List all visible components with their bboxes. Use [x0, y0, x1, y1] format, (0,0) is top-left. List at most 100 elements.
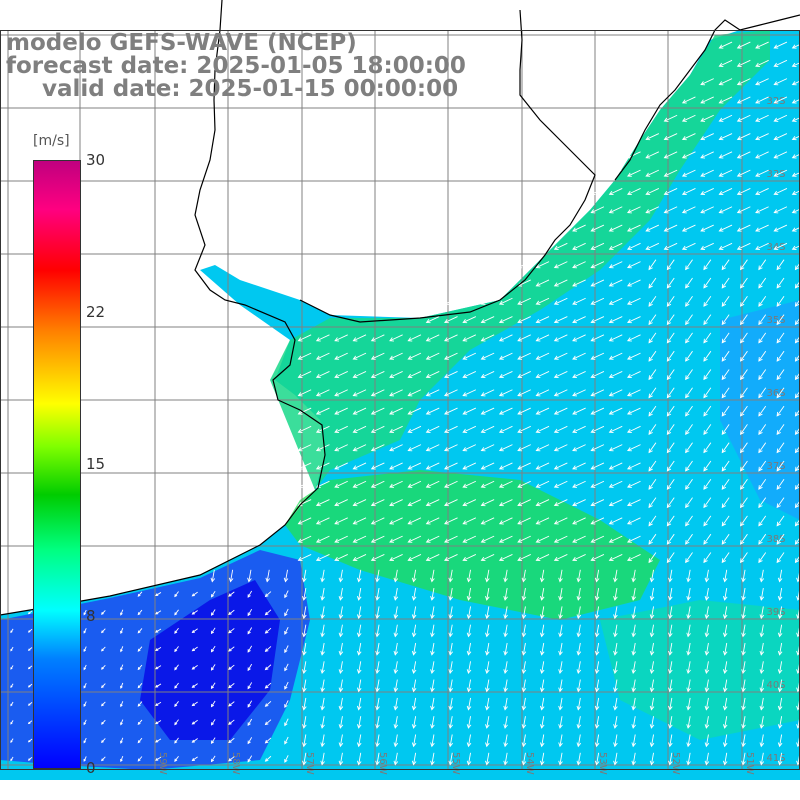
wind-arrow-icon	[681, 224, 696, 232]
wind-arrow-icon	[648, 259, 657, 271]
wind-arrow-icon	[480, 444, 495, 452]
wind-arrow-icon	[498, 352, 513, 360]
wind-arrow-icon	[370, 517, 385, 525]
wind-arrow-icon	[758, 424, 767, 435]
wind-arrow-icon	[740, 552, 748, 564]
wind-arrow-icon	[572, 407, 586, 415]
wind-arrow-icon	[649, 734, 655, 748]
wind-arrow-icon	[370, 407, 385, 415]
wind-arrow-icon	[759, 569, 765, 583]
wind-arrow-icon	[740, 332, 748, 344]
wind-arrow-icon	[553, 261, 568, 269]
wind-arrow-icon	[462, 371, 477, 379]
wind-arrow-icon	[759, 752, 765, 766]
wind-arrow-icon	[297, 389, 312, 397]
wind-arrow-icon	[302, 588, 307, 601]
wind-arrow-icon	[191, 646, 198, 652]
wind-arrow-icon	[407, 444, 422, 452]
wind-arrow-icon	[425, 297, 440, 305]
wind-arrow-icon	[590, 389, 605, 397]
wind-arrow-icon	[503, 569, 508, 583]
wind-arrow-icon	[685, 479, 693, 490]
wind-arrow-icon	[27, 720, 33, 725]
wind-arrow-icon	[686, 569, 691, 583]
wind-arrow-icon	[627, 389, 641, 397]
wind-arrow-icon	[704, 752, 710, 766]
wind-arrow-icon	[120, 627, 124, 635]
wind-arrow-icon	[721, 442, 730, 454]
wind-arrow-icon	[558, 569, 563, 583]
wind-arrow-icon	[631, 569, 637, 583]
wind-arrow-icon	[334, 517, 348, 525]
wind-arrow-icon	[264, 664, 272, 671]
wind-arrow-icon	[686, 606, 691, 620]
wind-arrow-icon	[466, 588, 472, 601]
wind-arrow-icon	[334, 425, 348, 433]
wind-arrow-icon	[791, 190, 800, 196]
wind-arrow-icon	[210, 569, 216, 583]
lat-label: 36S	[766, 388, 785, 399]
wind-arrow-icon	[736, 188, 751, 196]
wind-arrow-icon	[411, 624, 417, 638]
wind-arrow-icon	[407, 389, 422, 397]
wind-arrow-icon	[794, 280, 800, 289]
wind-arrow-icon	[718, 206, 733, 214]
wind-arrow-icon	[302, 606, 307, 620]
wind-arrow-icon	[627, 352, 641, 360]
wind-arrow-icon	[755, 114, 769, 122]
wind-arrow-icon	[375, 661, 380, 675]
wind-arrow-icon	[590, 297, 605, 305]
wind-arrow-icon	[498, 407, 513, 415]
wind-arrow-icon	[703, 259, 712, 271]
wind-arrow-icon	[613, 642, 618, 656]
wind-arrow-icon	[320, 588, 325, 601]
wind-arrow-icon	[407, 334, 422, 342]
wind-arrow-icon	[411, 642, 417, 656]
wind-arrow-icon	[649, 716, 655, 729]
wind-arrow-icon	[411, 588, 417, 601]
wind-arrow-icon	[558, 588, 563, 601]
wind-arrow-icon	[120, 609, 124, 616]
wind-arrow-icon	[608, 371, 623, 379]
wind-arrow-icon	[521, 679, 527, 693]
wind-arrow-icon	[393, 606, 399, 620]
wind-arrow-icon	[503, 697, 508, 711]
wind-arrow-icon	[247, 700, 253, 708]
wind-arrow-icon	[666, 479, 675, 490]
wind-arrow-icon	[393, 697, 399, 711]
wind-arrow-icon	[521, 642, 527, 656]
wind-arrow-icon	[703, 479, 712, 490]
wind-arrow-icon	[462, 316, 477, 324]
wind-arrow-icon	[174, 609, 179, 616]
wind-arrow-icon	[700, 188, 714, 196]
wind-arrow-icon	[334, 407, 348, 415]
wind-arrow-icon	[759, 606, 765, 620]
wind-arrow-icon	[485, 716, 490, 729]
wind-arrow-icon	[594, 752, 600, 766]
wind-arrow-icon	[722, 697, 728, 711]
wind-arrow-icon	[120, 755, 124, 763]
wind-arrow-icon	[407, 499, 422, 507]
wind-arrow-icon	[174, 664, 179, 671]
wind-arrow-icon	[155, 701, 162, 706]
wind-arrow-icon	[517, 316, 531, 324]
wind-arrow-icon	[686, 661, 691, 675]
wind-arrow-icon	[718, 133, 733, 141]
wind-arrow-icon	[627, 517, 641, 525]
wind-arrow-icon	[608, 535, 623, 543]
wind-arrow-icon	[444, 334, 458, 342]
wind-arrow-icon	[498, 517, 513, 525]
wind-arrow-icon	[758, 552, 767, 564]
wind-arrow-icon	[334, 554, 348, 562]
wind-arrow-icon	[572, 334, 586, 342]
wind-arrow-icon	[718, 188, 733, 196]
wind-arrow-icon	[535, 480, 550, 488]
wind-arrow-icon	[389, 334, 403, 342]
wind-arrow-icon	[155, 738, 162, 743]
wind-arrow-icon	[485, 642, 490, 656]
wind-arrow-icon	[686, 679, 691, 693]
wind-arrow-icon	[10, 646, 14, 652]
wind-arrow-icon	[315, 535, 330, 543]
wind-arrow-icon	[315, 499, 330, 507]
wind-arrow-icon	[627, 535, 641, 543]
